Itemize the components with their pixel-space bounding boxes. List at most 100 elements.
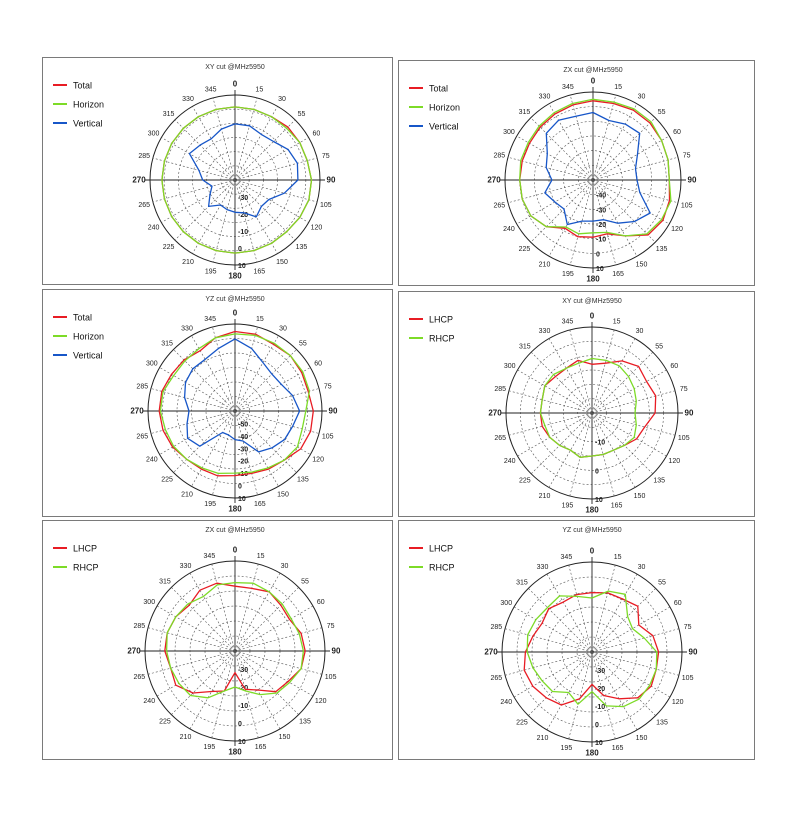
angle-label: 210 bbox=[180, 734, 192, 741]
legend-label: LHCP bbox=[73, 544, 97, 554]
grid-spoke bbox=[174, 119, 236, 181]
legend-label: LHCP bbox=[429, 315, 453, 325]
radial-label: 10 bbox=[238, 496, 246, 503]
grid-spoke bbox=[569, 94, 594, 181]
angle-label: 345 bbox=[562, 84, 574, 91]
angle-label: 345 bbox=[204, 553, 216, 560]
radial-label: 10 bbox=[238, 263, 246, 270]
angle-label: 300 bbox=[143, 599, 155, 606]
angle-label: 90 bbox=[332, 647, 341, 656]
angle-label: 90 bbox=[329, 407, 338, 416]
grid-spoke bbox=[174, 179, 236, 241]
angle-label: 270 bbox=[130, 407, 144, 416]
angle-label: 55 bbox=[301, 578, 309, 585]
radial-label: -30 bbox=[596, 207, 606, 214]
chart-panel-4: XY cut @MHz5950 0 15 30 55 60 75 90 105 120 135 150… bbox=[398, 291, 755, 517]
grid-spoke bbox=[591, 651, 656, 716]
radial-label: -20 bbox=[238, 459, 248, 466]
angle-label: 120 bbox=[312, 457, 324, 464]
angle-label: 300 bbox=[148, 131, 160, 138]
grid-spoke bbox=[513, 606, 593, 653]
angle-label: 195 bbox=[561, 745, 573, 752]
angle-label: 300 bbox=[503, 129, 515, 136]
angle-label: 240 bbox=[504, 458, 516, 465]
grid-spoke bbox=[592, 179, 670, 225]
radial-label: -20 bbox=[595, 686, 605, 693]
angle-label: 315 bbox=[161, 341, 173, 348]
polar-chart: YZ cut @MHz5950 0 15 30 55 60 75 90 105 120 135 150… bbox=[53, 296, 338, 514]
grid-spoke bbox=[591, 651, 680, 676]
angle-label: 75 bbox=[683, 152, 691, 159]
angle-label: 0 bbox=[591, 77, 596, 86]
grid-spoke bbox=[234, 605, 314, 652]
angle-label: 225 bbox=[163, 244, 175, 251]
angle-label: 150 bbox=[276, 259, 288, 266]
grid-spoke bbox=[171, 587, 236, 652]
angle-label: 345 bbox=[204, 316, 216, 323]
angle-label: 195 bbox=[205, 268, 217, 275]
angle-label: 55 bbox=[298, 111, 306, 118]
angle-label: 0 bbox=[590, 547, 595, 556]
grid-spoke bbox=[161, 179, 236, 223]
polar-chart: ZX cut @MHz5950 0 15 30 55 60 75 90 105 120 135 150… bbox=[53, 527, 341, 757]
angle-label: 90 bbox=[685, 409, 694, 418]
angle-label: 15 bbox=[614, 84, 622, 91]
angle-label: 135 bbox=[656, 246, 668, 253]
legend-label: RHCP bbox=[429, 334, 455, 344]
grid-spoke bbox=[173, 410, 236, 473]
angle-label: 285 bbox=[494, 386, 506, 393]
angle-label: 270 bbox=[132, 176, 146, 185]
angle-label: 55 bbox=[658, 109, 666, 116]
legend-label: Vertical bbox=[73, 119, 103, 129]
angle-label: 315 bbox=[519, 109, 531, 116]
grid-spoke bbox=[234, 326, 258, 412]
angle-label: 270 bbox=[484, 648, 498, 657]
angle-label: 120 bbox=[311, 225, 323, 232]
grid-spoke bbox=[548, 179, 594, 257]
radial-label: -20 bbox=[238, 212, 248, 219]
angle-label: 240 bbox=[503, 226, 515, 233]
polar-chart: XY cut @MHz5950 0 15 30 55 60 75 90 105 120 135 150… bbox=[53, 64, 336, 281]
grid-spoke bbox=[591, 412, 667, 457]
grid-spoke bbox=[591, 573, 638, 653]
angle-label: 270 bbox=[488, 409, 502, 418]
angle-label: 105 bbox=[681, 203, 693, 210]
grid-spoke bbox=[528, 588, 593, 653]
grid-spoke bbox=[591, 651, 638, 731]
grid-spoke bbox=[504, 628, 593, 653]
chart-title: XY cut @MHz5950 bbox=[205, 64, 265, 71]
angle-label: 195 bbox=[562, 502, 574, 509]
angle-label: 210 bbox=[537, 735, 549, 742]
angle-label: 285 bbox=[138, 153, 150, 160]
angle-label: 225 bbox=[519, 246, 531, 253]
radial-label: 0 bbox=[595, 468, 599, 475]
legend-label: Total bbox=[429, 84, 448, 94]
angle-label: 315 bbox=[516, 579, 528, 586]
angle-label: 150 bbox=[277, 492, 289, 499]
grid-spoke bbox=[189, 650, 236, 730]
angle-label: 105 bbox=[678, 435, 690, 442]
grid-spoke bbox=[234, 388, 320, 412]
series-line-lhcp bbox=[523, 591, 660, 706]
angle-label: 240 bbox=[146, 457, 158, 464]
angle-label: 75 bbox=[322, 153, 330, 160]
grid-spoke bbox=[569, 412, 593, 497]
angle-label: 0 bbox=[233, 80, 238, 89]
angle-label: 15 bbox=[613, 319, 621, 326]
series-line-vertical bbox=[544, 111, 651, 226]
angle-label: 225 bbox=[519, 478, 531, 485]
angle-label: 240 bbox=[143, 698, 155, 705]
angle-label: 225 bbox=[159, 719, 171, 726]
angle-label: 30 bbox=[281, 563, 289, 570]
chart-panel-3: YZ cut @MHz5950 0 15 30 55 60 75 90 105 120 135 150… bbox=[42, 289, 393, 517]
grid-spoke bbox=[147, 627, 236, 652]
angle-label: 300 bbox=[500, 600, 512, 607]
grid-spoke bbox=[171, 650, 236, 715]
grid-spoke bbox=[189, 572, 236, 652]
angle-label: 15 bbox=[255, 87, 263, 94]
angle-label: 30 bbox=[638, 564, 646, 571]
angle-label: 240 bbox=[148, 225, 160, 232]
angle-label: 270 bbox=[487, 176, 501, 185]
angle-label: 265 bbox=[134, 674, 146, 681]
grid-spoke bbox=[591, 651, 671, 698]
